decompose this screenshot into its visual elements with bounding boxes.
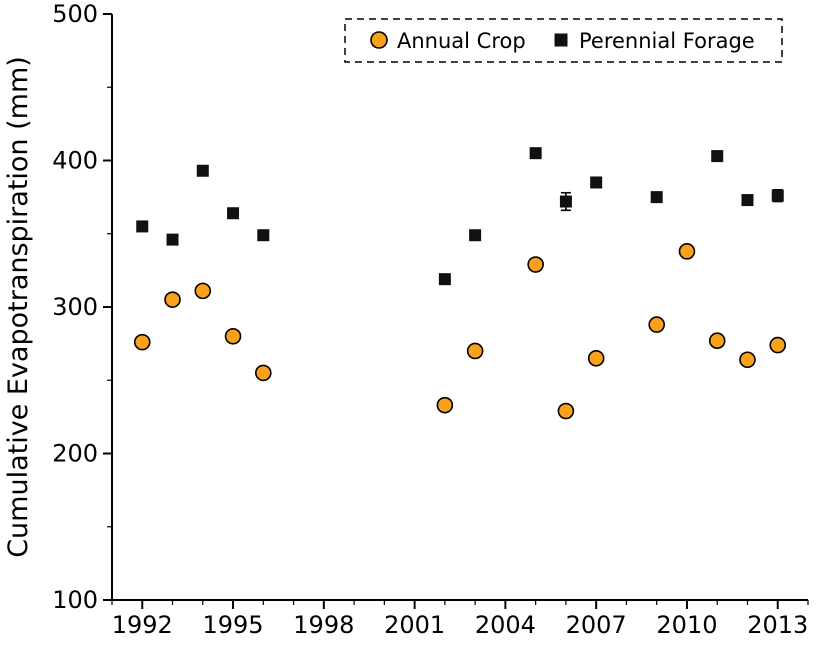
y-tick-label: 500 bbox=[52, 0, 98, 28]
point-annual-crop bbox=[194, 282, 212, 300]
legend-label-perennial-forage: Perennial Forage bbox=[579, 29, 755, 53]
point-perennial-forage bbox=[529, 147, 542, 160]
point-annual-crop bbox=[527, 256, 544, 273]
point-annual-crop bbox=[557, 402, 575, 420]
y-tick-label: 200 bbox=[52, 440, 98, 468]
data-points bbox=[133, 147, 787, 420]
point-perennial-forage bbox=[741, 194, 754, 207]
point-annual-crop bbox=[769, 336, 787, 354]
point-perennial-forage bbox=[227, 207, 240, 220]
point-perennial-forage bbox=[257, 229, 270, 242]
x-tick-label: 2001 bbox=[384, 611, 445, 639]
point-annual-crop bbox=[164, 291, 181, 308]
legend: Annual Crop Perennial Forage bbox=[344, 18, 783, 63]
y-axis-label: Cumulative Evapotranspiration (mm) bbox=[3, 56, 34, 558]
point-annual-crop bbox=[133, 333, 151, 351]
x-tick-label: 2013 bbox=[747, 611, 808, 639]
x-tick-label: 1998 bbox=[293, 611, 354, 639]
point-perennial-forage bbox=[136, 220, 149, 233]
y-tick-label: 100 bbox=[52, 586, 98, 614]
point-annual-crop bbox=[678, 243, 696, 260]
x-tick-label: 2010 bbox=[656, 611, 717, 639]
point-perennial-forage bbox=[650, 191, 663, 204]
point-annual-crop bbox=[739, 351, 756, 369]
annual-crop-legend-marker-icon bbox=[370, 31, 388, 49]
point-annual-crop bbox=[224, 327, 242, 345]
x-tick-label: 1995 bbox=[203, 611, 264, 639]
x-tick-label: 1992 bbox=[112, 611, 173, 639]
legend-border bbox=[344, 18, 783, 63]
point-perennial-forage bbox=[559, 195, 572, 208]
point-perennial-forage bbox=[590, 176, 603, 189]
y-tick-label: 400 bbox=[52, 147, 98, 175]
point-annual-crop bbox=[436, 396, 454, 414]
point-annual-crop bbox=[466, 342, 484, 360]
x-tick-label: 2007 bbox=[566, 611, 627, 639]
perennial-forage-legend-marker-icon bbox=[554, 33, 568, 47]
point-perennial-forage bbox=[771, 189, 784, 202]
point-perennial-forage bbox=[438, 273, 451, 286]
point-annual-crop bbox=[255, 364, 272, 382]
point-annual-crop bbox=[648, 316, 665, 333]
point-annual-crop bbox=[708, 332, 726, 349]
point-perennial-forage bbox=[469, 229, 482, 242]
axes: 100 200 300 400 500 1992 1995 1998 2001 2004 2007 2… bbox=[52, 0, 809, 639]
x-tick-label: 2004 bbox=[475, 611, 536, 639]
y-tick-label: 300 bbox=[52, 293, 98, 321]
point-annual-crop bbox=[587, 349, 605, 367]
point-perennial-forage bbox=[196, 164, 209, 177]
point-perennial-forage bbox=[166, 233, 179, 246]
legend-label-annual-crop: Annual Crop bbox=[397, 29, 526, 53]
point-perennial-forage bbox=[711, 150, 724, 163]
